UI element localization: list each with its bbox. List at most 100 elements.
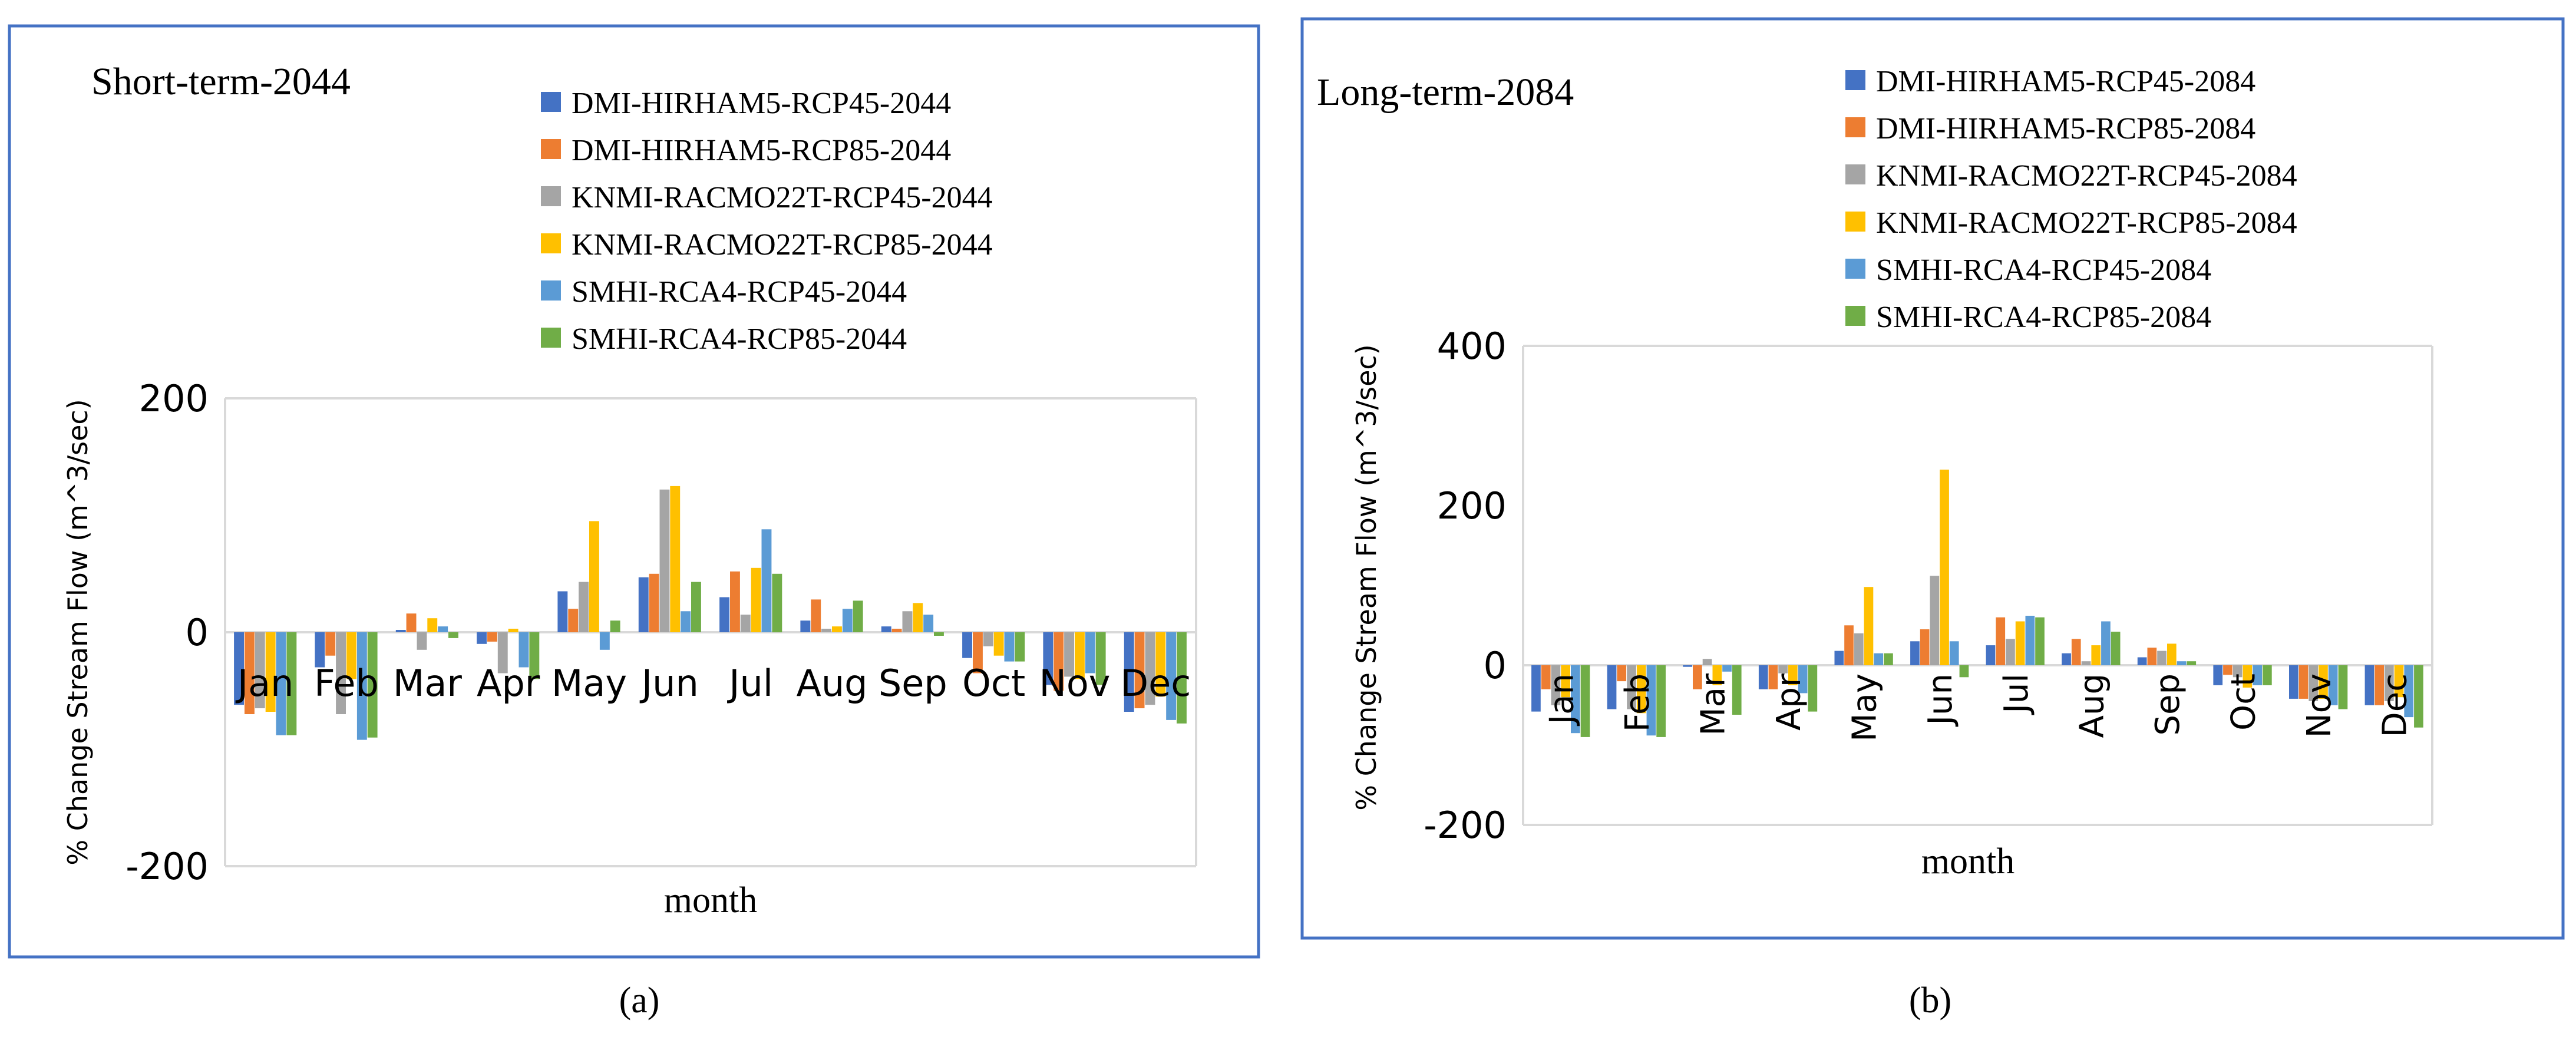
bar-jun-series-6	[691, 582, 701, 632]
bar-jan-series-5	[276, 632, 286, 735]
plot-area	[1522, 345, 2433, 826]
bar-apr-series-5	[518, 632, 529, 668]
bar-feb-series-4	[346, 632, 356, 679]
x-tick-label: Jul	[726, 662, 773, 705]
x-tick-label: May	[1846, 673, 1884, 742]
bar-aug-series-1	[2062, 653, 2071, 665]
bar-jun-series-5	[681, 611, 691, 632]
panel-long-term: Long-term-2084 400 200 0 -200 Jan Feb Mar Apr M…	[1300, 17, 2565, 1021]
bar-nov-series-1	[2289, 665, 2298, 699]
bar-oct-series-5	[1004, 632, 1015, 662]
bar-aug-series-1	[800, 620, 811, 632]
panel-caption: (b)	[1909, 980, 1951, 1021]
bar-may-series-5	[1874, 653, 1883, 665]
bar-jan-series-5	[1571, 665, 1580, 734]
y-tick-label: 200	[139, 377, 209, 420]
bar-nov-series-4	[1075, 632, 1085, 679]
bar-may-series-2	[568, 609, 579, 632]
bar-may-series-1	[1834, 651, 1844, 665]
legend: DMI-HIRHAM5-RCP45-2044 DMI-HIRHAM5-RCP85-…	[541, 87, 993, 356]
bar-oct-series-4	[2243, 665, 2253, 688]
bar-jul-series-1	[719, 597, 729, 632]
bar-apr-series-5	[1798, 665, 1808, 694]
bar-apr-series-4	[1788, 665, 1798, 685]
bar-feb-series-5	[356, 632, 367, 740]
x-tick-label: Sep	[2149, 673, 2187, 736]
panel-caption: (a)	[619, 980, 660, 1021]
x-tick-label: May	[551, 662, 627, 705]
x-tick-label: Jun	[639, 662, 699, 705]
bar-sep-series-4	[2167, 643, 2177, 665]
bar-apr-series-6	[529, 632, 540, 679]
x-tick-label: Jul	[1997, 673, 2036, 715]
bar-oct-series-3	[2232, 665, 2243, 678]
bar-may-series-6	[610, 620, 620, 632]
legend-label: SMHI-RCA4-RCP85-2044	[572, 322, 907, 356]
bar-sep-series-2	[891, 629, 902, 632]
bar-feb-series-6	[1656, 665, 1666, 737]
bar-dec-series-4	[2394, 665, 2404, 698]
bar-nov-series-3	[2309, 665, 2319, 701]
chart-title: Long-term-2084	[1317, 71, 1574, 114]
x-tick-label: Oct	[962, 662, 1025, 705]
bar-jul-series-5	[761, 529, 772, 632]
bar-mar-series-5	[438, 626, 448, 632]
bar-jan-series-1	[234, 632, 244, 705]
bar-dec-series-6	[1177, 632, 1187, 724]
bar-oct-series-5	[2253, 665, 2262, 685]
bar-mar-series-1	[395, 630, 406, 632]
x-tick-label: Aug	[2073, 673, 2111, 738]
bar-dec-series-1	[2364, 665, 2374, 705]
x-tick-label: Nov	[1039, 662, 1110, 705]
bar-mar-series-2	[406, 613, 417, 632]
bar-jul-series-6	[2035, 617, 2045, 665]
legend-label: SMHI-RCA4-RCP45-2084	[1876, 253, 2211, 287]
bar-dec-series-1	[1124, 632, 1134, 712]
legend-swatch	[541, 280, 561, 301]
bar-feb-series-2	[325, 632, 336, 656]
bar-apr-series-3	[497, 632, 508, 673]
bar-mar-series-6	[448, 632, 458, 638]
x-tick-label: Feb	[1619, 673, 1657, 732]
bar-aug-series-4	[832, 626, 842, 632]
legend-label: DMI-HIRHAM5-RCP85-2044	[572, 134, 951, 167]
legend-swatch	[541, 92, 561, 112]
legend-label: SMHI-RCA4-RCP45-2044	[572, 275, 907, 309]
bar-dec-series-2	[1134, 632, 1145, 708]
x-axis-label: month	[1921, 841, 2014, 881]
bar-jan-series-3	[1551, 665, 1561, 705]
bar-feb-series-1	[1607, 665, 1617, 709]
bar-oct-series-2	[2223, 665, 2232, 675]
bar-dec-series-3	[1145, 632, 1155, 705]
bar-apr-series-2	[487, 632, 497, 642]
bar-jun-series-5	[1949, 641, 1959, 665]
bar-nov-series-3	[1064, 632, 1074, 677]
bar-apr-series-6	[1808, 665, 1818, 712]
bar-oct-series-3	[983, 632, 993, 646]
bar-may-series-1	[557, 591, 568, 632]
legend-label: KNMI-RACMO22T-RCP85-2044	[572, 228, 993, 262]
bar-aug-series-4	[2091, 645, 2101, 665]
x-tick-label: Aug	[796, 662, 867, 705]
bar-mar-series-2	[1693, 665, 1702, 689]
bar-jul-series-2	[730, 571, 740, 632]
legend-label: KNMI-RACMO22T-RCP45-2044	[572, 181, 993, 214]
bar-dec-series-5	[1166, 632, 1177, 720]
bar-apr-series-3	[1778, 665, 1788, 673]
bar-jun-series-1	[1910, 641, 1920, 665]
bar-sep-series-5	[923, 615, 934, 632]
bar-nov-series-6	[1095, 632, 1106, 685]
bar-apr-series-4	[508, 629, 518, 632]
x-axis-label: month	[664, 880, 757, 920]
bar-aug-series-3	[821, 629, 831, 632]
bar-jun-series-6	[1959, 665, 1969, 678]
bar-feb-series-1	[315, 632, 325, 668]
bar-mar-series-6	[1732, 665, 1742, 715]
legend-label: DMI-HIRHAM5-RCP85-2084	[1876, 112, 2255, 146]
bar-sep-series-3	[902, 611, 913, 632]
bar-jun-series-4	[670, 486, 681, 632]
x-tick-label: Nov	[2300, 673, 2339, 738]
bar-jul-series-4	[751, 567, 761, 632]
bar-oct-series-1	[962, 632, 972, 658]
